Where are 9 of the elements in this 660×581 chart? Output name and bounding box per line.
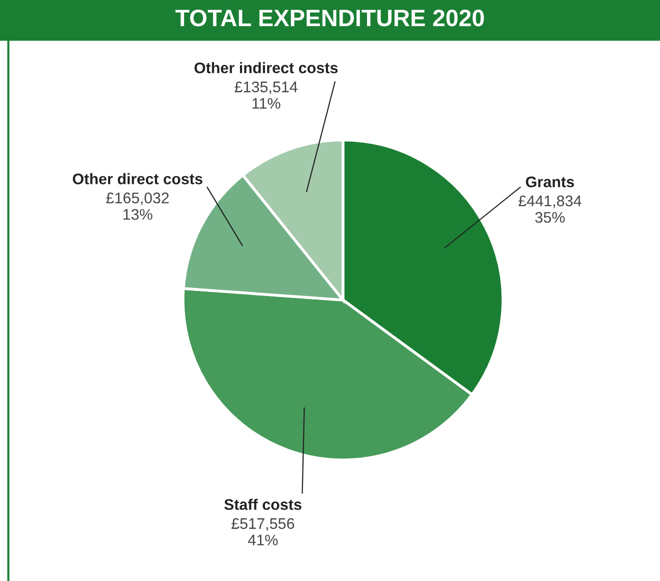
- data-label: £517,556 41%: [232, 518, 294, 546]
- data-label: £165,032 13%: [106, 192, 169, 220]
- slice-label: Staff costs: [224, 498, 302, 510]
- data-label: £441,834 35%: [518, 196, 582, 223]
- slice-label: Other indirect costs: [194, 62, 338, 74]
- slice-label: Other direct costs: [72, 173, 202, 184]
- slice-label: Grants: [526, 176, 574, 188]
- data-label: £135,514 11%: [234, 82, 298, 109]
- chart-title: TOTAL EXPENDITURE 2020: [175, 10, 484, 26]
